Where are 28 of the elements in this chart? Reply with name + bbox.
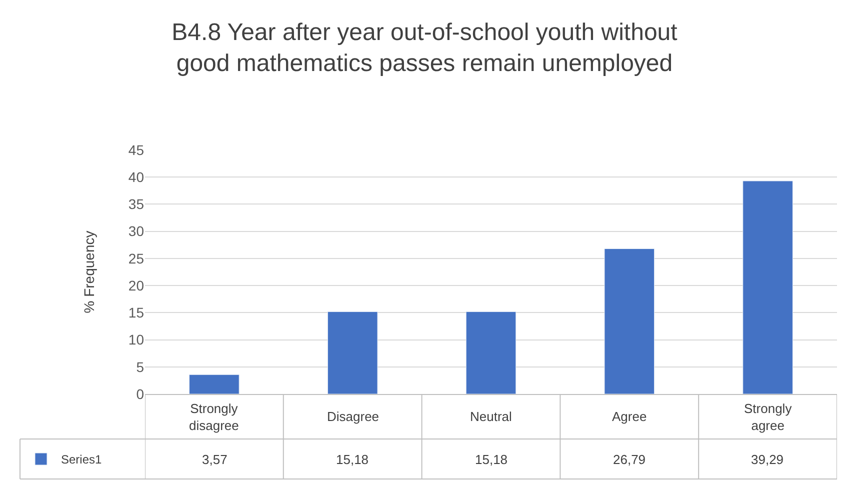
y-tick-label: 5 — [136, 358, 144, 375]
y-tick-label: 30 — [128, 223, 144, 240]
x-tick-label: Neutral — [470, 409, 512, 424]
y-tick-label: 45 — [128, 142, 144, 158]
y-tick-label: 25 — [128, 250, 144, 266]
y-tick-label: 40 — [128, 169, 144, 186]
bar — [327, 311, 378, 394]
bar — [189, 374, 240, 394]
y-tick-label: 20 — [128, 277, 144, 294]
bar — [742, 180, 793, 394]
legend-label: Series1 — [61, 452, 102, 467]
data-label: 26,79 — [613, 452, 646, 467]
y-tick-label: 0 — [136, 386, 144, 402]
data-label: 15,18 — [336, 452, 369, 467]
bar — [604, 248, 655, 394]
data-label: 39,29 — [751, 452, 784, 467]
x-tick-label: Disagree — [327, 409, 380, 424]
data-label: 3,57 — [202, 452, 228, 467]
data-label: 15,18 — [475, 452, 508, 467]
y-tick-label: 10 — [128, 332, 144, 348]
y-axis-title: % Frequency — [81, 230, 98, 314]
x-tick-label: Agree — [612, 409, 647, 424]
y-tick-label: 35 — [128, 196, 144, 212]
y-tick-label: 15 — [128, 304, 144, 321]
bar — [466, 311, 516, 394]
x-tick-label: Strongly agree — [744, 401, 792, 433]
x-tick-label: Strongly disagree — [189, 401, 239, 433]
chart-title: B4.8 Year after year out-of-school youth without good mathematics passes remain unemployed — [172, 19, 678, 78]
